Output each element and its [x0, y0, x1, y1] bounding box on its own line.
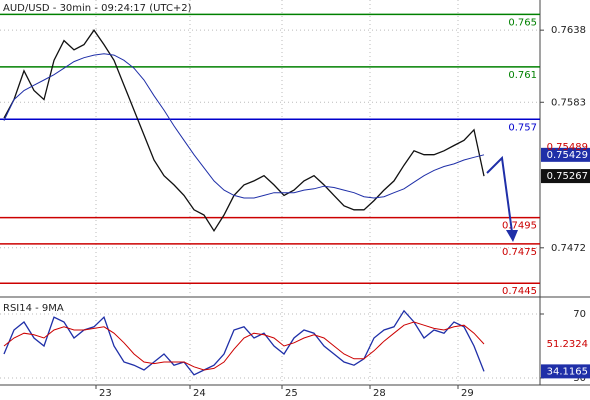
price-tag: 0.75429 [547, 150, 588, 161]
series-line [3, 29, 485, 233]
forecast-arrowhead [506, 230, 518, 242]
price-tag-box [541, 169, 590, 184]
series-line [3, 53, 485, 199]
x-tick-label: 23 [99, 388, 112, 399]
level-label: 0.7445 [502, 286, 537, 297]
y-tick-label: 30 [573, 373, 586, 384]
series-line [3, 321, 485, 371]
price-tag: 34.1165 [547, 366, 588, 377]
level-label: 0.765 [508, 17, 537, 28]
price-tag: 0.75489 [547, 142, 588, 153]
price-tag: 51.2324 [547, 339, 588, 350]
level-label: 0.757 [508, 122, 537, 133]
panel-title: RSI14 - 9MA [3, 303, 64, 314]
x-tick-label: 29 [461, 388, 474, 399]
y-tick-label: 70 [573, 309, 586, 320]
y-tick-label: 0.7472 [551, 243, 586, 254]
x-tick-label: 28 [373, 388, 386, 399]
forecast-arrow [486, 155, 513, 233]
price-tag-box [541, 364, 590, 379]
level-label: 0.7475 [502, 247, 537, 258]
x-tick-label: 25 [285, 388, 298, 399]
price-tag-box [541, 147, 590, 162]
level-label: 0.761 [508, 70, 537, 81]
panel-title: AUD/USD - 30min - 09:24:17 (UTC+2) [3, 3, 192, 14]
y-tick-label: 0.7638 [551, 25, 586, 36]
level-label: 0.7495 [502, 221, 537, 232]
y-tick-label: 0.7583 [551, 97, 586, 108]
plot-area [0, 0, 540, 385]
price-tag: 0.75267 [547, 171, 588, 182]
x-tick-label: 24 [193, 388, 206, 399]
